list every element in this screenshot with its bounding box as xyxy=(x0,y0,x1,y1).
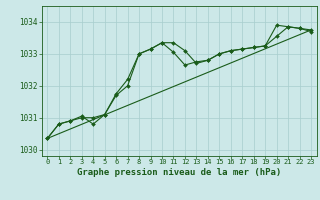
X-axis label: Graphe pression niveau de la mer (hPa): Graphe pression niveau de la mer (hPa) xyxy=(77,168,281,177)
